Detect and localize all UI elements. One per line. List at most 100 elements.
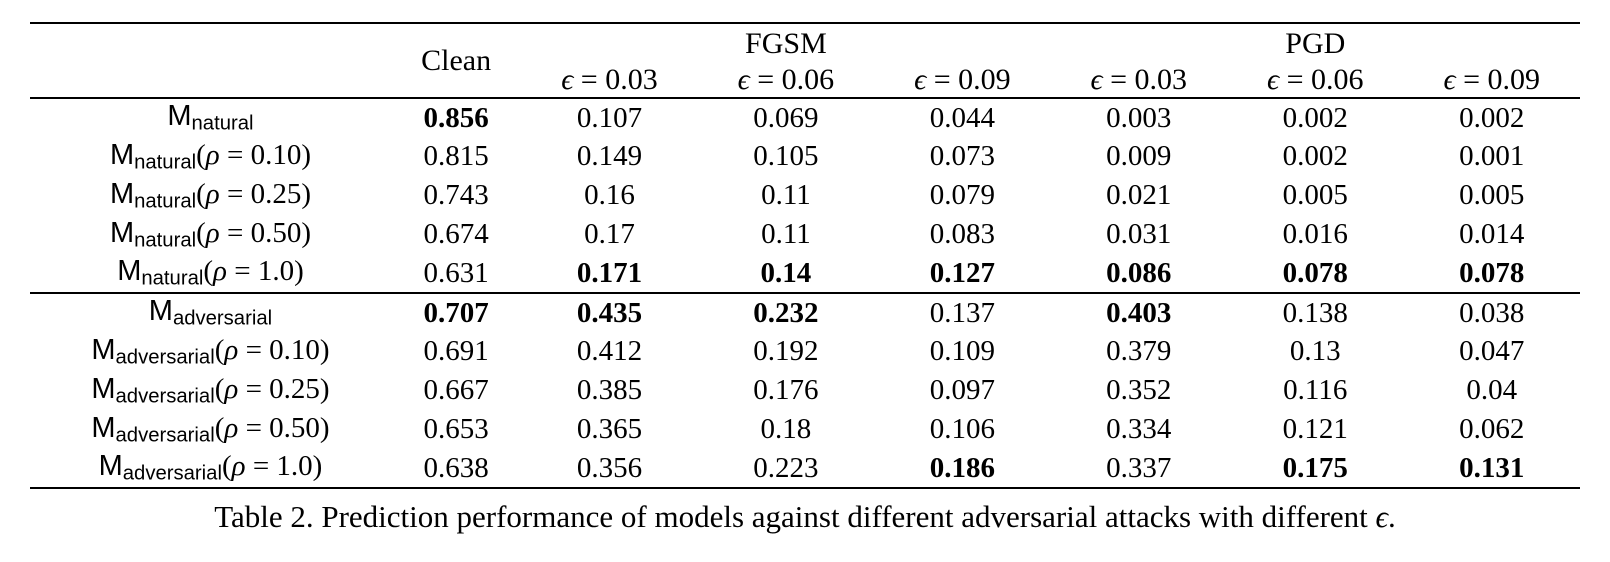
row-label: Mnatural(ρ = 0.25) <box>109 177 311 213</box>
metric-cell: 0.016 <box>1282 218 1348 250</box>
header-row-epsilon: ϵ = 0.03 ϵ = 0.06 ϵ = 0.09 ϵ = 0.03 ϵ = … <box>30 63 1580 98</box>
col-header-pgd-eps-003: ϵ = 0.03 <box>1090 63 1188 96</box>
metric-cell: 0.002 <box>1282 140 1348 172</box>
metric-cell: 0.107 <box>521 97 698 137</box>
metric-cell: 0.176 <box>753 374 819 406</box>
metric-cell: 0.638 <box>423 451 489 484</box>
metric-cell: 0.086 <box>1106 256 1172 289</box>
metric-cell: 0.062 <box>1459 413 1525 445</box>
metric-cell: 0.127 <box>929 256 995 289</box>
metric-cell: 0.047 <box>1459 335 1525 367</box>
metric-cell: 0.653 <box>423 413 489 445</box>
metric-cell: 0.149 <box>576 140 643 172</box>
row-label: Madversarial(ρ = 0.50) <box>91 411 330 447</box>
col-header-pgd: PGD <box>1285 26 1346 60</box>
metric-cell: 0.105 <box>753 140 819 172</box>
col-header-clean: Clean <box>421 43 492 77</box>
table-row: Madversarial(ρ = 0.50) 0.653 0.365 0.18 0.10… <box>30 410 1580 449</box>
metric-cell: 0.11 <box>761 179 811 211</box>
metric-cell: 0.005 <box>1459 179 1525 211</box>
metric-cell: 0.667 <box>423 374 489 406</box>
metric-cell: 0.04 <box>1466 374 1518 406</box>
col-header-fgsm-eps-003: ϵ = 0.03 <box>561 63 658 96</box>
metric-cell: 0.171 <box>576 256 643 289</box>
metric-cell: 0.631 <box>423 256 489 289</box>
metric-cell: 0.334 <box>1106 413 1172 445</box>
metric-cell: 0.192 <box>753 335 819 367</box>
metric-cell: 0.078 <box>1282 256 1348 289</box>
metric-cell: 0.674 <box>423 218 489 250</box>
metric-cell: 0.11 <box>761 218 811 250</box>
metric-cell: 0.232 <box>697 292 875 332</box>
metric-cell: 0.021 <box>1106 179 1172 211</box>
row-label: Mnatural(ρ = 0.10) <box>109 138 311 174</box>
metric-cell: 0.403 <box>1050 292 1228 332</box>
metric-cell: 0.044 <box>874 97 1051 137</box>
table-caption: Table 2. Prediction performance of model… <box>214 499 1396 534</box>
metric-cell: 0.412 <box>576 335 643 367</box>
col-header-pgd-eps-009: ϵ = 0.09 <box>1443 63 1540 96</box>
table-row: Mnatural(ρ = 1.0) 0.631 0.171 0.14 0.127 0.08… <box>30 254 1580 293</box>
metric-cell: 0.121 <box>1282 413 1348 445</box>
metric-cell: 0.743 <box>423 179 489 211</box>
metric-cell: 0.17 <box>584 218 635 250</box>
metric-cell: 0.691 <box>423 335 489 367</box>
metric-cell: 0.379 <box>1106 335 1172 367</box>
results-table: Clean FGSM PGD ϵ = 0.03 ϵ = 0.06 ϵ = 0.0… <box>30 22 1580 489</box>
metric-cell: 0.116 <box>1283 374 1348 406</box>
metric-cell: 0.385 <box>576 374 643 406</box>
metric-cell: 0.131 <box>1459 451 1525 484</box>
table-row: Mnatural(ρ = 0.25) 0.743 0.16 0.11 0.079 0.02… <box>30 176 1580 215</box>
metric-cell: 0.069 <box>697 97 875 137</box>
metric-cell: 0.073 <box>929 140 995 172</box>
row-label: Madversarial(ρ = 0.25) <box>91 372 330 408</box>
metric-cell: 0.707 <box>390 292 522 332</box>
table-row: Mnatural(ρ = 0.10) 0.815 0.149 0.105 0.073 0.… <box>30 137 1580 176</box>
metric-cell: 0.18 <box>760 413 812 445</box>
metric-cell: 0.13 <box>1289 335 1341 367</box>
metric-cell: 0.223 <box>753 451 819 484</box>
metric-cell: 0.337 <box>1106 451 1172 484</box>
metric-cell: 0.097 <box>929 374 995 406</box>
metric-cell: 0.365 <box>576 413 643 445</box>
metric-cell: 0.352 <box>1106 374 1172 406</box>
row-label: Mnatural <box>30 97 391 137</box>
metric-cell: 0.16 <box>584 179 635 211</box>
table-header: Clean FGSM PGD ϵ = 0.03 ϵ = 0.06 ϵ = 0.0… <box>30 23 1580 98</box>
metric-cell: 0.435 <box>521 292 698 332</box>
corner-cell <box>30 23 391 98</box>
row-label: Mnatural(ρ = 1.0) <box>117 255 304 290</box>
metric-cell: 0.002 <box>1227 97 1404 137</box>
metric-cell: 0.106 <box>929 413 995 445</box>
col-header-fgsm: FGSM <box>745 26 827 60</box>
metric-cell: 0.856 <box>390 97 522 137</box>
row-label: Madversarial(ρ = 0.10) <box>91 333 330 369</box>
metric-cell: 0.079 <box>929 179 995 211</box>
metric-cell: 0.038 <box>1403 292 1580 332</box>
metric-cell: 0.138 <box>1227 292 1404 332</box>
table-row: Mnatural(ρ = 0.50) 0.674 0.17 0.11 0.083 0.03… <box>30 215 1580 254</box>
metric-cell: 0.009 <box>1106 140 1172 172</box>
metric-cell: 0.14 <box>760 256 812 289</box>
metric-cell: 0.078 <box>1459 256 1525 289</box>
metric-cell: 0.175 <box>1282 451 1348 484</box>
table-row: Mnatural 0.856 0.107 0.069 0.044 0.003 0.002 0.… <box>30 97 1580 137</box>
metric-cell: 0.031 <box>1106 218 1172 250</box>
table-row: Madversarial(ρ = 0.10) 0.691 0.412 0.192 0.1… <box>30 332 1580 371</box>
row-label: Madversarial(ρ = 1.0) <box>98 450 323 485</box>
metric-cell: 0.005 <box>1282 179 1348 211</box>
table-row: Madversarial 0.707 0.435 0.232 0.137 0.403 0.1… <box>30 292 1580 332</box>
metric-cell: 0.014 <box>1459 218 1525 250</box>
table-row: Madversarial(ρ = 1.0) 0.638 0.356 0.223 0.18… <box>30 449 1580 488</box>
metric-cell: 0.083 <box>929 218 995 250</box>
metric-cell: 0.815 <box>423 140 489 172</box>
table-row: Madversarial(ρ = 0.25) 0.667 0.385 0.176 0.0… <box>30 371 1580 410</box>
col-header-fgsm-eps-009: ϵ = 0.09 <box>914 63 1011 96</box>
metric-cell: 0.002 <box>1403 97 1580 137</box>
metric-cell: 0.356 <box>576 451 643 484</box>
metric-cell: 0.137 <box>874 292 1051 332</box>
table-body: Mnatural 0.856 0.107 0.069 0.044 0.003 0.002 0.… <box>30 97 1580 488</box>
col-header-pgd-eps-006: ϵ = 0.06 <box>1266 63 1364 96</box>
metric-cell: 0.186 <box>929 451 995 484</box>
